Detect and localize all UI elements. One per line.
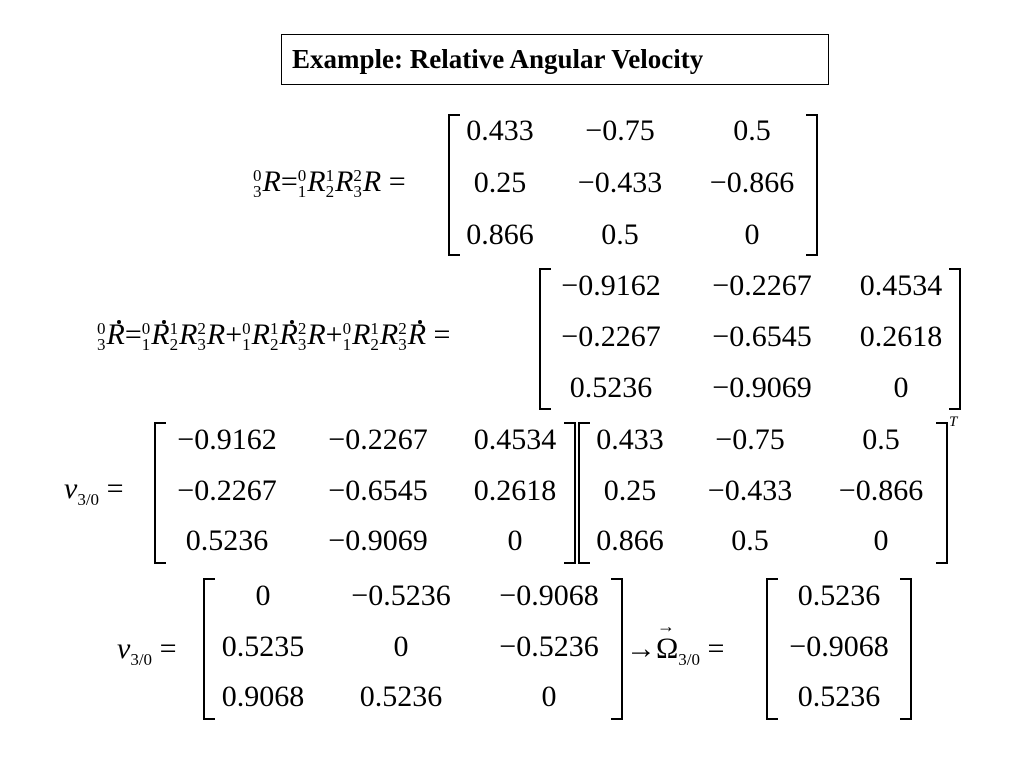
matrix-nu-cell: 0 (255, 579, 271, 612)
matrix-Rdot-cell: −0.6545 (712, 320, 812, 353)
matrix-Rdot-copy (154, 422, 576, 564)
matrix-R-copy-cell: −0.866 (838, 474, 924, 507)
matrix-Rdot-cell: −0.2267 (712, 269, 812, 302)
matrix-R-copy-cell: 0.5 (862, 423, 900, 456)
matrix-nu-cell: 0 (393, 630, 409, 663)
matrix-R (448, 114, 818, 256)
matrix-R-copy-cell: 0.433 (596, 423, 664, 456)
omega-lhs: →Ω3/0 = (626, 616, 724, 670)
matrix-R-copy-cell: 0.866 (596, 524, 664, 557)
eq1-lhs: 0 3 R= 0 1 R 1 2 R 2 3 R = (253, 165, 406, 202)
matrix-Rdot-cell: 0 (893, 371, 909, 404)
matrix-nu-cell: −0.9068 (499, 579, 599, 612)
matrix-Rdot-cell: 0.2618 (859, 320, 943, 353)
matrix-nu-cell: −0.5236 (351, 579, 451, 612)
matrix-Rdot-cell: −0.2267 (561, 320, 661, 353)
matrix-nu-cell: 0.5235 (221, 630, 305, 663)
matrix-Rdot-copy-cell: −0.2267 (328, 423, 428, 456)
matrix-Rdot-cell: −0.9162 (561, 269, 661, 302)
matrix-nu-cell: 0 (541, 680, 557, 713)
eq4-lhs: ν3/0 = (117, 632, 177, 669)
matrix-Rdot (539, 268, 961, 410)
matrix-R-cell: 0 (744, 218, 760, 251)
matrix-nu-cell: −0.5236 (499, 630, 599, 663)
matrix-nu (203, 578, 623, 720)
matrix-nu-cell: 0.9068 (221, 680, 305, 713)
matrix-nu-cell: 0.5236 (359, 680, 443, 713)
matrix-R-copy-cell: 0.25 (603, 474, 657, 507)
matrix-Rdot-cell: −0.9069 (712, 371, 812, 404)
matrix-Rdot-cell: 0.4534 (859, 269, 943, 302)
eq2-lhs: 0 3 R= 0 1 R 1 2 R 2 3 R+ 0 1 R 1 2 R 2 3 R+ 0 1 R 1 2 R 2 3 R = (97, 318, 451, 355)
matrix-R-cell: −0.866 (709, 166, 795, 199)
vector-omega-cell: 0.5236 (797, 680, 881, 713)
matrix-R-copy-cell: 0.5 (731, 524, 769, 557)
vector-omega-cell: −0.9068 (789, 630, 889, 663)
vector-omega (766, 578, 912, 720)
matrix-R-cell: 0.433 (466, 114, 534, 147)
matrix-R-copy (578, 422, 948, 564)
matrix-Rdot-copy-cell: −0.9162 (177, 423, 277, 456)
matrix-Rdot-copy-cell: −0.2267 (177, 474, 277, 507)
vector-omega-cell: 0.5236 (797, 579, 881, 612)
matrix-Rdot-copy-cell: −0.6545 (328, 474, 428, 507)
matrix-R-cell: 0.5 (733, 114, 771, 147)
slide-title: Example: Relative Angular Velocity (281, 34, 829, 85)
matrix-R-copy-cell: −0.75 (715, 423, 785, 456)
matrix-Rdot-copy-cell: 0.5236 (185, 524, 269, 557)
transpose-mark: T (949, 414, 958, 430)
matrix-R-copy-cell: −0.433 (707, 474, 793, 507)
matrix-R-copy-cell: 0 (873, 524, 889, 557)
matrix-R-cell: −0.433 (577, 166, 663, 199)
matrix-R-cell: 0.866 (466, 218, 534, 251)
matrix-R-cell: −0.75 (585, 114, 655, 147)
matrix-Rdot-copy-cell: 0 (507, 524, 523, 557)
matrix-Rdot-copy-cell: 0.4534 (473, 423, 557, 456)
matrix-Rdot-copy-cell: −0.9069 (328, 524, 428, 557)
matrix-Rdot-copy-cell: 0.2618 (473, 474, 557, 507)
matrix-R-cell: 0.25 (473, 166, 527, 199)
matrix-Rdot-cell: 0.5236 (569, 371, 653, 404)
eq3-lhs: ν3/0 = (64, 472, 124, 509)
matrix-R-cell: 0.5 (601, 218, 639, 251)
